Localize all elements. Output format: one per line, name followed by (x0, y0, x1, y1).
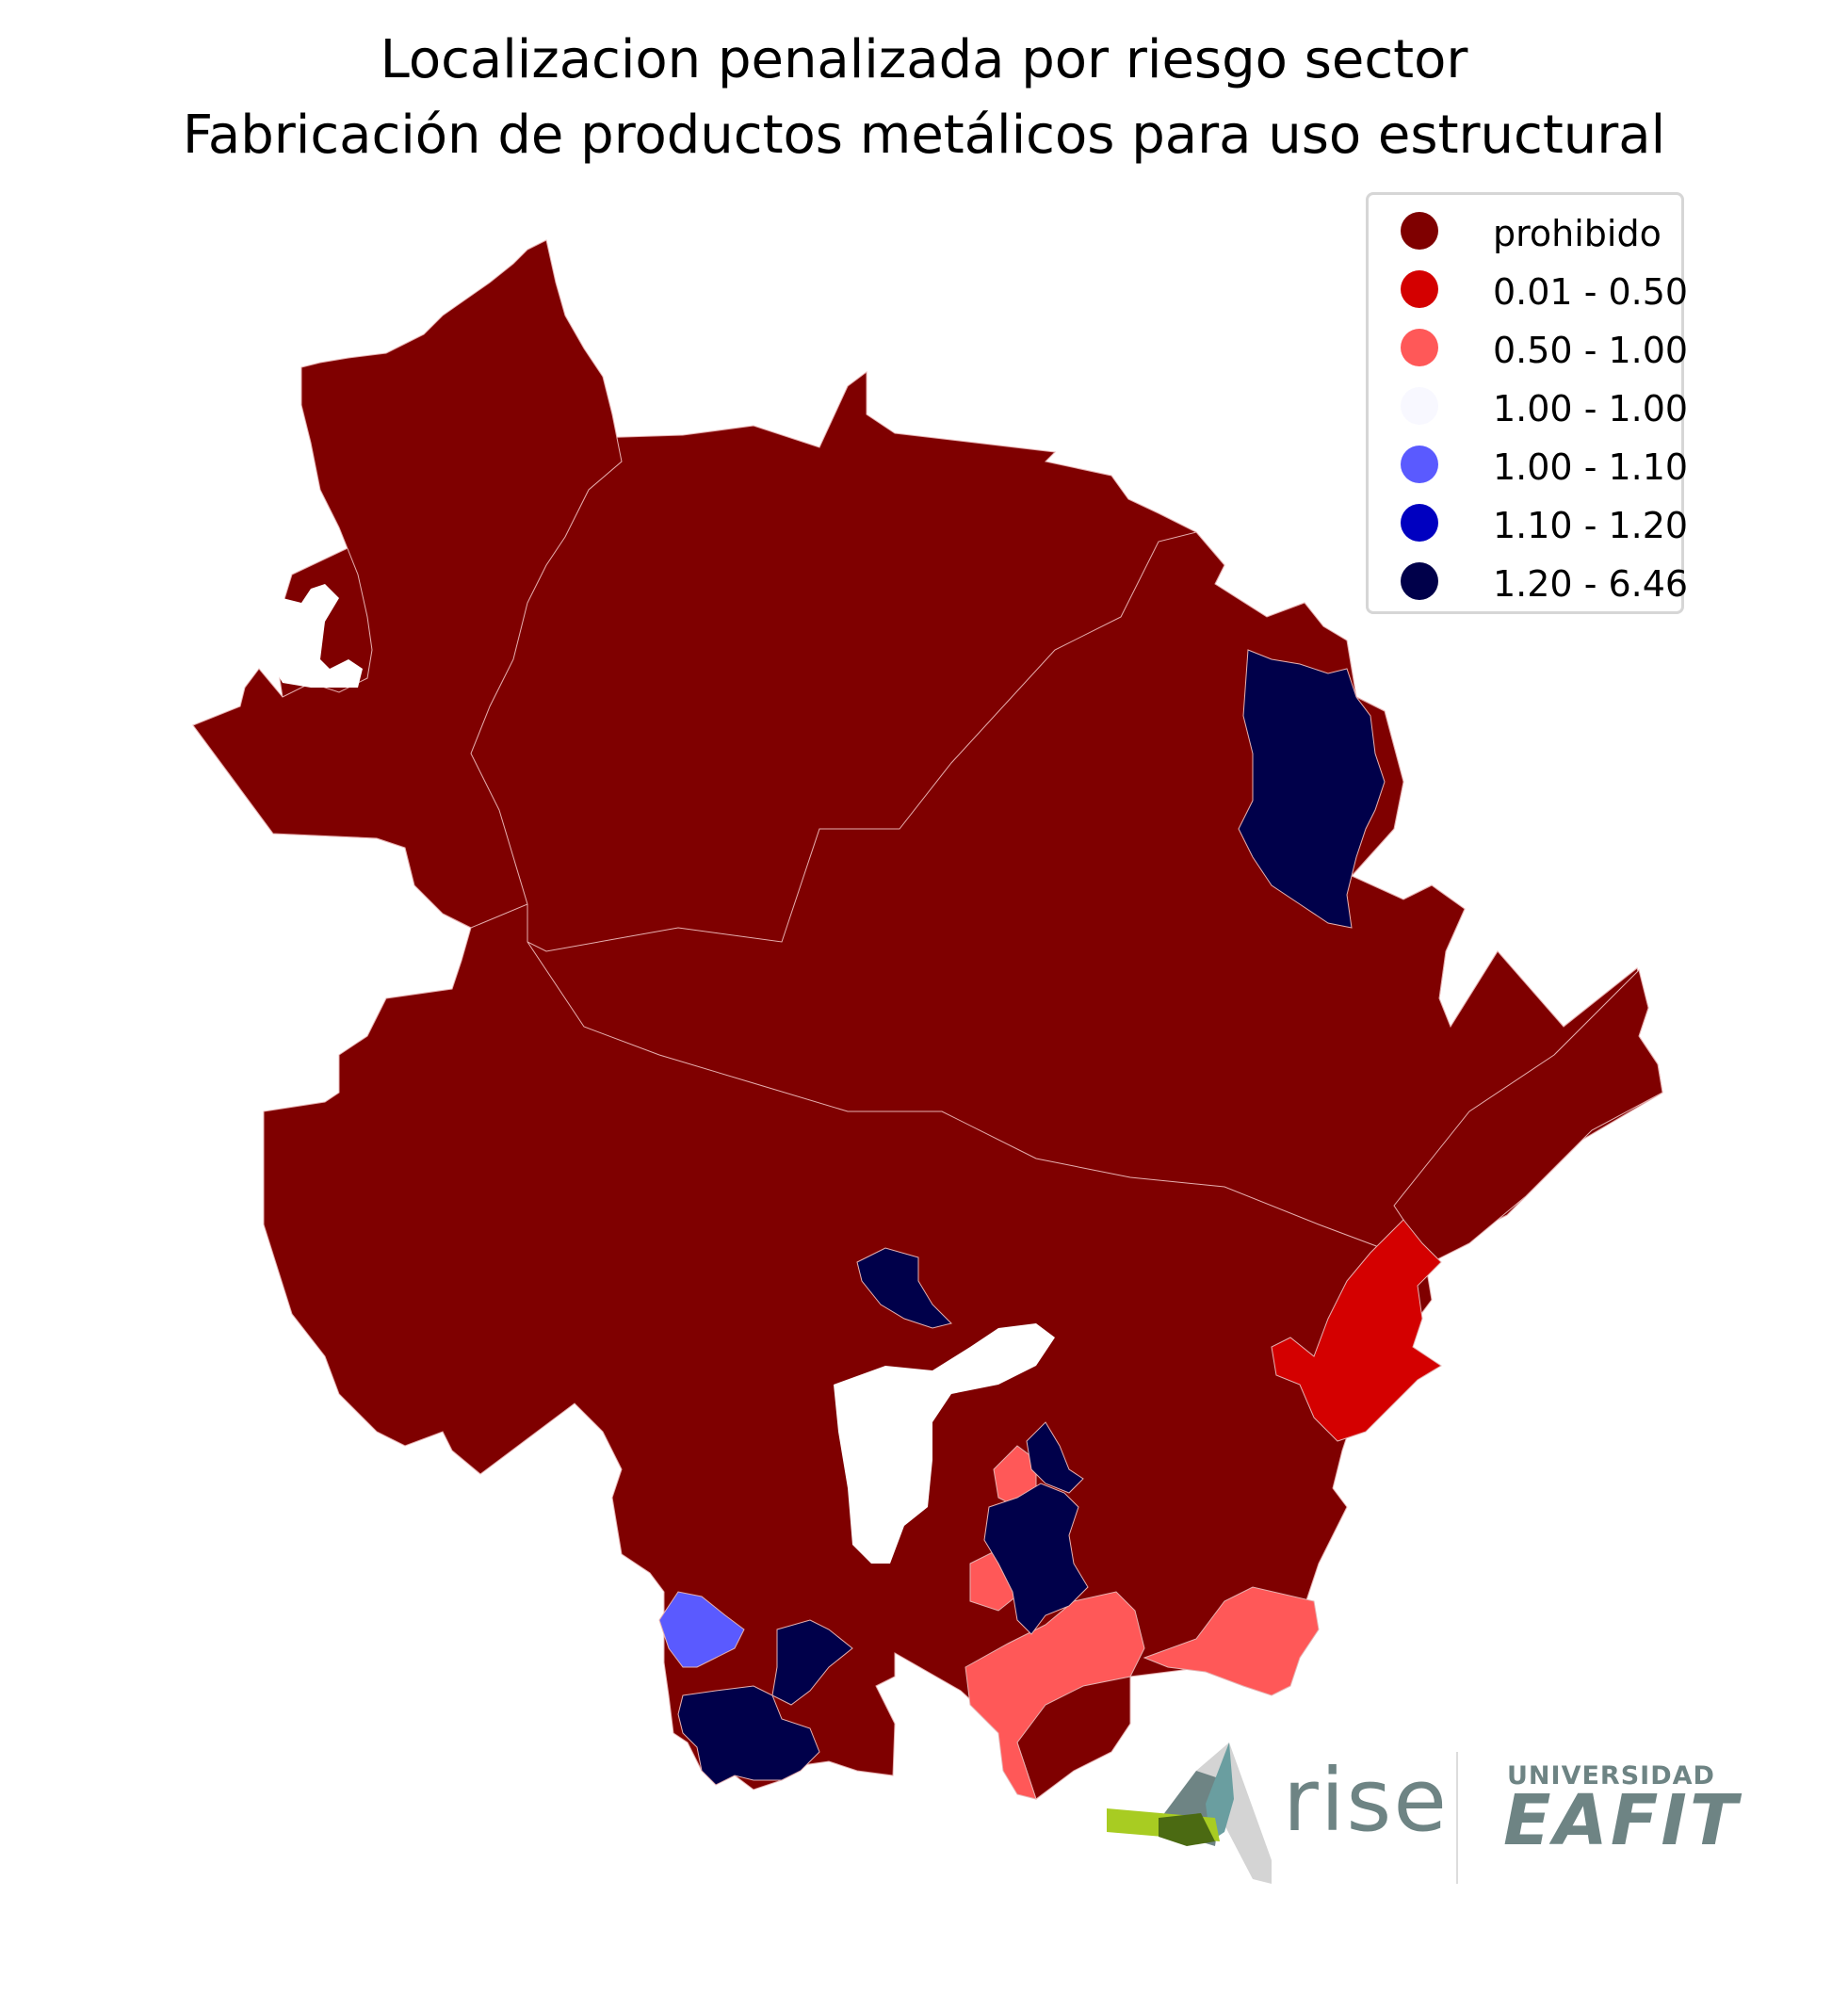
region-range-1-20-6-46-se-2 (983, 1483, 1089, 1635)
legend-item-0: prohibido (1369, 203, 1681, 259)
legend-label-0: prohibido (1493, 213, 1662, 254)
rise-logo-text: rise (1283, 1750, 1449, 1851)
legend-swatch-3 (1401, 387, 1438, 425)
legend-label-5: 1.10 - 1.20 (1493, 505, 1689, 546)
region-range-1-20-6-46-sw-2 (677, 1685, 820, 1786)
map-legend: prohibido 0.01 - 0.50 0.50 - 1.00 1.00 -… (1366, 192, 1688, 614)
legend-item-6: 1.20 - 6.46 (1369, 553, 1688, 609)
region-range-0-01-0-50 (1271, 1219, 1442, 1442)
legend-swatch-1 (1401, 270, 1438, 308)
rise-logo-mark (1107, 1743, 1272, 1884)
region-range-1-20-6-46-north (1238, 649, 1386, 929)
region-range-1-20-6-46-se-1 (1026, 1421, 1084, 1494)
legend-swatch-5 (1401, 504, 1438, 542)
map-title-line-1: Localizacion penalizada por riesgo secto… (380, 29, 1468, 90)
legend-item-1: 0.01 - 0.50 (1369, 261, 1688, 317)
region-prohibido-east-arm (1393, 969, 1663, 1263)
legend-swatch-4 (1401, 446, 1438, 483)
legend-swatch-2 (1401, 329, 1438, 366)
legend-item-4: 1.00 - 1.10 (1369, 436, 1688, 493)
map-title-line-2: Fabricación de productos metálicos para … (182, 105, 1666, 166)
legend-label-2: 0.50 - 1.00 (1493, 330, 1689, 371)
gulf-water (268, 584, 363, 688)
legend-item-5: 1.10 - 1.20 (1369, 494, 1688, 551)
region-range-1-20-6-46-sw-1 (771, 1619, 853, 1706)
legend-swatch-0 (1401, 212, 1438, 250)
legend-label-3: 1.00 - 1.00 (1493, 388, 1689, 430)
legend-swatch-6 (1401, 562, 1438, 600)
region-prohibido-east (527, 531, 1663, 1272)
legend-item-3: 1.00 - 1.00 (1369, 378, 1688, 434)
logo-separator (1456, 1752, 1458, 1884)
region-range-1-20-6-46-central (856, 1247, 952, 1329)
legend-label-4: 1.00 - 1.10 (1493, 446, 1689, 488)
region-range-1-00-1-10 (658, 1591, 745, 1668)
legend-label-1: 0.01 - 0.50 (1493, 271, 1689, 313)
region-range-0-50-1-00-b (1143, 1586, 1320, 1696)
eafit-logo-main-text: EAFIT (1503, 1780, 1741, 1861)
legend-label-6: 1.20 - 6.46 (1493, 563, 1689, 605)
region-prohibido-uraba (192, 239, 623, 929)
interior-white-area (834, 1323, 1055, 1564)
legend-item-2: 0.50 - 1.00 (1369, 319, 1688, 376)
eafit-logo-top-text: UNIVERSIDAD (1507, 1761, 1715, 1791)
